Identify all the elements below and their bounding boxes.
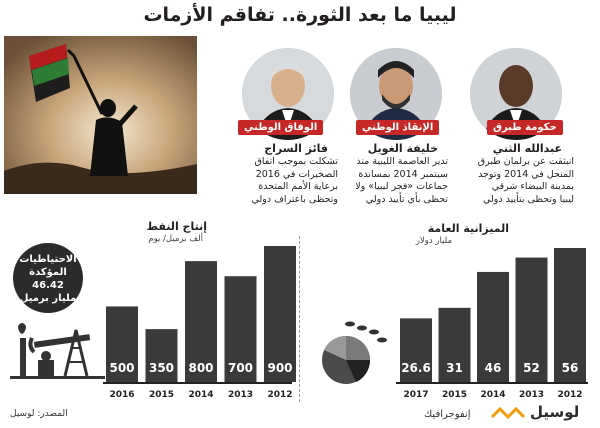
oil-value-label: 900 — [267, 361, 292, 375]
source-note: المصدر: لوسيل — [10, 409, 68, 419]
budget-chart-unit: مليار دولار — [415, 236, 452, 246]
reserves-value: 46.42 — [32, 280, 64, 291]
budget-bar-2015 — [438, 307, 471, 382]
oil-year-label: 2015 — [149, 390, 174, 400]
tag-ngs: الإنقاذ الوطني — [356, 120, 440, 135]
reserves-badge: الاحتياطيات المؤكدة 46.42 مليار برميل — [13, 243, 83, 313]
budget-bar-2012 — [554, 248, 586, 382]
name-ghweil: خليفة الغويل — [367, 142, 438, 155]
budget-value-label: 26.6 — [401, 361, 431, 375]
budget-value-label: 31 — [446, 361, 463, 375]
budget-value-label: 46 — [485, 361, 502, 375]
page-title: ليبيا ما بعد الثورة.. تفاقم الأزمات — [143, 4, 457, 26]
budget-year-label: 2013 — [519, 390, 544, 400]
oil-pump-icon — [10, 323, 105, 379]
reserves-unit: مليار برميل — [19, 293, 77, 304]
budget-bar-2017 — [400, 318, 432, 382]
oil-bar-2012 — [264, 246, 296, 382]
oil-baseline — [103, 382, 292, 384]
oil-value-label: 350 — [149, 361, 174, 375]
oil-year-label: 2014 — [188, 390, 213, 400]
oil-value-label: 700 — [228, 361, 253, 375]
oil-year-label: 2012 — [267, 390, 292, 400]
revolution-photo — [4, 36, 197, 194]
budget-year-label: 2012 — [557, 390, 582, 400]
name-sarraj: فائز السراج — [264, 142, 328, 155]
oil-chart-unit: ألف برميل/ يوم — [148, 234, 203, 244]
brand-sub: إنفوجرافيك — [424, 409, 471, 420]
tag-gna: الوفاق الوطني — [238, 120, 324, 135]
oil-value-label: 800 — [188, 361, 213, 375]
oil-bar-2013 — [224, 276, 257, 382]
budget-value-label: 52 — [523, 361, 540, 375]
budget-year-label: 2014 — [480, 390, 505, 400]
budget-bar-2014 — [477, 271, 509, 382]
budget-pie-icon — [322, 321, 387, 384]
brand-name: لوسيل — [530, 403, 580, 421]
brand-logo-icon — [490, 406, 526, 420]
budget-year-label: 2017 — [403, 390, 428, 400]
budget-baseline — [396, 382, 588, 384]
oil-year-label: 2013 — [228, 390, 253, 400]
reserves-line1: الاحتياطيات — [19, 254, 77, 265]
reserves-line2: المؤكدة — [29, 267, 67, 278]
oil-year-label: 2016 — [109, 390, 134, 400]
budget-value-label: 56 — [562, 361, 579, 375]
budget-year-label: 2015 — [442, 390, 467, 400]
desc-thinni: انبثقت عن برلمان طبرق المنحل في 2014 وتو… — [477, 156, 574, 205]
tag-tobruk: حكومة طبرق — [487, 120, 563, 135]
name-thinni: عبدالله الثني — [492, 142, 562, 155]
budget-bar-2013 — [515, 257, 548, 382]
chart-divider — [299, 236, 301, 402]
oil-value-label: 500 — [109, 361, 134, 375]
oil-bar-2016 — [106, 306, 138, 382]
desc-sarraj: تشكلت بموجب اتفاق الصخيرات في 2016 برعاي… — [251, 156, 338, 205]
budget-chart-title: الميزانية العامة — [427, 222, 509, 235]
oil-production-chart: 500 2016 350 2015 800 2014 700 2013 900 2012 26.6 2… — [103, 246, 588, 400]
oil-bar-2014 — [185, 261, 217, 382]
oil-bar-2015 — [145, 329, 178, 382]
desc-ghweil: تدير العاصمة الليبية منذ سبتمبر 2014 بمس… — [355, 156, 448, 205]
photo-illustration — [4, 36, 197, 194]
oil-chart-title: إنتاج النفط — [146, 220, 207, 233]
